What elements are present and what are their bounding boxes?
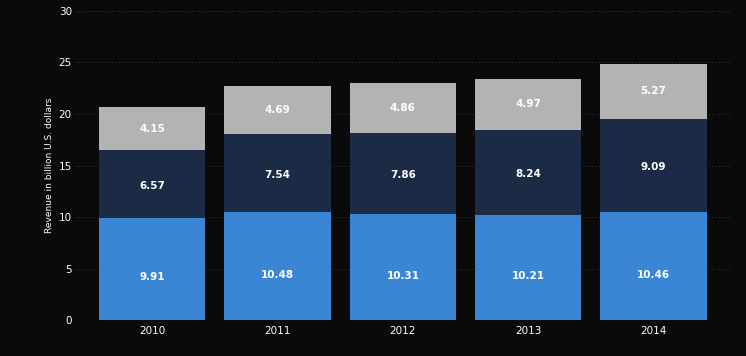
Text: 4.69: 4.69: [265, 105, 290, 115]
Text: 4.97: 4.97: [515, 99, 541, 109]
Bar: [350, 214, 456, 320]
Text: 7.86: 7.86: [390, 170, 416, 180]
Bar: [225, 212, 330, 320]
Bar: [225, 86, 330, 134]
Bar: [475, 215, 581, 320]
Bar: [475, 79, 581, 130]
Bar: [99, 108, 205, 150]
Bar: [99, 218, 205, 320]
Text: 6.57: 6.57: [140, 180, 165, 190]
Bar: [601, 213, 706, 320]
Bar: [601, 64, 706, 119]
Text: 9.09: 9.09: [641, 162, 666, 172]
Bar: [99, 150, 205, 218]
Y-axis label: Revenue in billion U.S. dollars: Revenue in billion U.S. dollars: [46, 98, 54, 233]
Bar: [225, 134, 330, 212]
Text: 4.15: 4.15: [140, 124, 165, 134]
Bar: [350, 133, 456, 214]
Text: 10.46: 10.46: [637, 270, 670, 280]
Text: 7.54: 7.54: [265, 170, 290, 180]
Text: 10.21: 10.21: [512, 271, 545, 281]
Text: 9.91: 9.91: [140, 272, 165, 282]
Text: 4.86: 4.86: [390, 103, 416, 113]
Text: 8.24: 8.24: [515, 169, 541, 179]
Bar: [475, 130, 581, 215]
Bar: [601, 119, 706, 213]
Text: 10.48: 10.48: [261, 270, 294, 280]
Text: 10.31: 10.31: [386, 271, 419, 281]
Text: 5.27: 5.27: [641, 87, 666, 96]
Bar: [350, 83, 456, 133]
